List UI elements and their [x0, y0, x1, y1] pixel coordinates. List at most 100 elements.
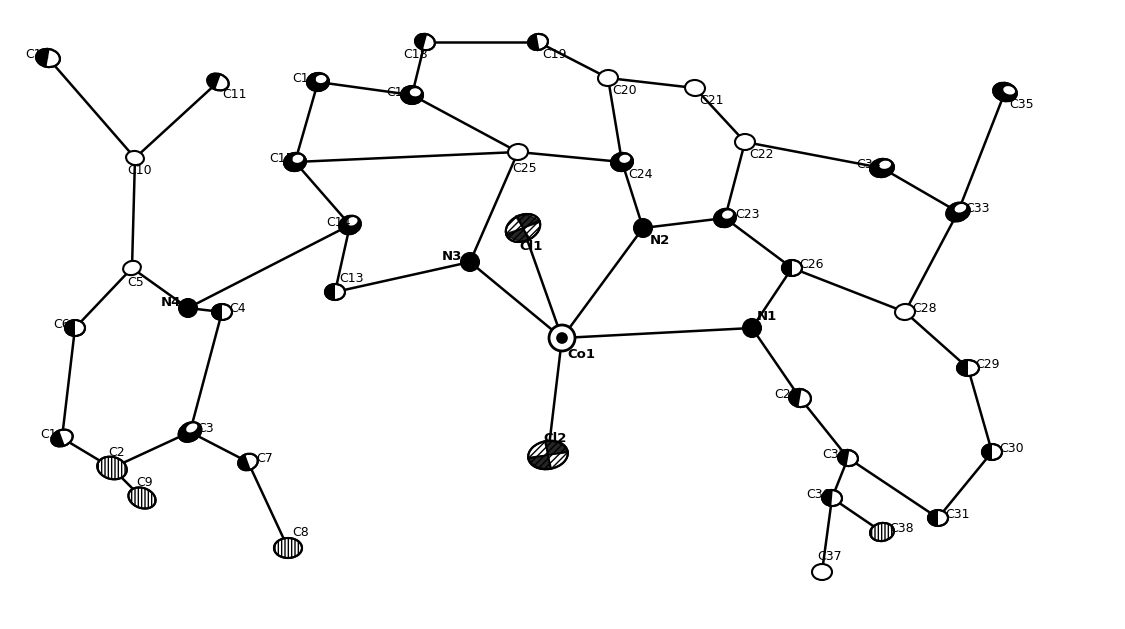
Ellipse shape [52, 430, 73, 447]
Text: Cl1: Cl1 [519, 240, 542, 252]
Ellipse shape [685, 80, 705, 96]
Ellipse shape [955, 204, 966, 213]
Polygon shape [528, 34, 539, 50]
Text: C12: C12 [25, 48, 50, 62]
Polygon shape [928, 510, 938, 526]
Text: C25: C25 [512, 162, 537, 174]
Text: C32: C32 [822, 448, 846, 462]
Text: C13: C13 [339, 272, 363, 286]
Text: C18: C18 [403, 48, 428, 62]
Polygon shape [982, 444, 992, 460]
Text: C29: C29 [975, 359, 999, 372]
Ellipse shape [993, 83, 1017, 101]
Text: N2: N2 [650, 235, 670, 247]
Ellipse shape [97, 457, 127, 479]
Ellipse shape [946, 203, 970, 221]
Text: C36: C36 [806, 489, 830, 501]
Ellipse shape [274, 538, 302, 558]
Polygon shape [212, 304, 222, 320]
Text: C38: C38 [889, 523, 914, 535]
Text: N4: N4 [161, 296, 181, 309]
Text: C1: C1 [40, 428, 56, 442]
Ellipse shape [36, 49, 60, 67]
Text: C35: C35 [1009, 99, 1034, 111]
Ellipse shape [611, 153, 633, 171]
Text: C37: C37 [817, 550, 842, 564]
Ellipse shape [634, 219, 652, 237]
Text: C30: C30 [999, 442, 1024, 455]
Ellipse shape [957, 360, 979, 376]
Ellipse shape [400, 86, 423, 104]
Ellipse shape [292, 155, 304, 163]
Text: C7: C7 [256, 452, 272, 465]
Ellipse shape [179, 422, 201, 442]
Ellipse shape [65, 320, 86, 336]
Ellipse shape [870, 159, 894, 177]
Ellipse shape [284, 153, 306, 171]
Ellipse shape [742, 319, 760, 337]
Text: C15: C15 [269, 152, 294, 165]
Ellipse shape [714, 209, 736, 227]
Polygon shape [325, 284, 335, 300]
Text: C5: C5 [127, 276, 144, 289]
Ellipse shape [212, 304, 232, 320]
Ellipse shape [315, 75, 326, 83]
Text: C23: C23 [735, 208, 759, 221]
Text: Co1: Co1 [567, 348, 595, 362]
Ellipse shape [928, 510, 948, 526]
Ellipse shape [620, 155, 630, 163]
Ellipse shape [307, 73, 328, 91]
Ellipse shape [549, 325, 575, 351]
Text: C21: C21 [699, 94, 723, 108]
Ellipse shape [896, 304, 915, 320]
Ellipse shape [722, 210, 732, 219]
Ellipse shape [340, 216, 361, 234]
Ellipse shape [123, 261, 141, 275]
Text: C4: C4 [229, 303, 245, 316]
Text: C24: C24 [628, 169, 652, 182]
Ellipse shape [128, 487, 155, 509]
Ellipse shape [789, 389, 811, 407]
Text: C8: C8 [292, 526, 308, 540]
Text: C2: C2 [108, 445, 125, 459]
Ellipse shape [506, 214, 540, 242]
Text: C19: C19 [542, 48, 567, 62]
Ellipse shape [879, 160, 891, 169]
Ellipse shape [238, 454, 258, 470]
Polygon shape [838, 450, 849, 466]
Text: C14: C14 [326, 216, 351, 228]
Ellipse shape [812, 564, 832, 580]
Polygon shape [957, 360, 968, 376]
Polygon shape [415, 34, 428, 50]
Text: N1: N1 [757, 309, 777, 323]
Text: C9: C9 [136, 476, 153, 489]
Text: C16: C16 [292, 72, 316, 86]
Text: C6: C6 [53, 318, 70, 331]
Polygon shape [529, 455, 551, 469]
Polygon shape [515, 215, 539, 228]
Ellipse shape [735, 134, 755, 150]
Polygon shape [65, 320, 75, 336]
Polygon shape [789, 389, 802, 407]
Text: N3: N3 [442, 250, 462, 264]
Ellipse shape [415, 34, 435, 50]
Text: C11: C11 [222, 89, 246, 101]
Text: C22: C22 [749, 148, 774, 162]
Ellipse shape [782, 260, 802, 276]
Text: C10: C10 [127, 165, 152, 177]
Ellipse shape [461, 253, 479, 271]
Polygon shape [506, 228, 531, 241]
Ellipse shape [325, 284, 345, 300]
Text: Cl2: Cl2 [543, 433, 566, 445]
Ellipse shape [346, 217, 358, 226]
Ellipse shape [410, 88, 421, 96]
Ellipse shape [179, 299, 197, 317]
Ellipse shape [207, 74, 228, 91]
Ellipse shape [598, 70, 618, 86]
Text: C3: C3 [197, 423, 214, 435]
Text: C31: C31 [945, 508, 970, 521]
Ellipse shape [187, 423, 197, 433]
Ellipse shape [982, 444, 1002, 460]
Text: C34: C34 [856, 159, 881, 172]
Text: C20: C20 [612, 84, 637, 97]
